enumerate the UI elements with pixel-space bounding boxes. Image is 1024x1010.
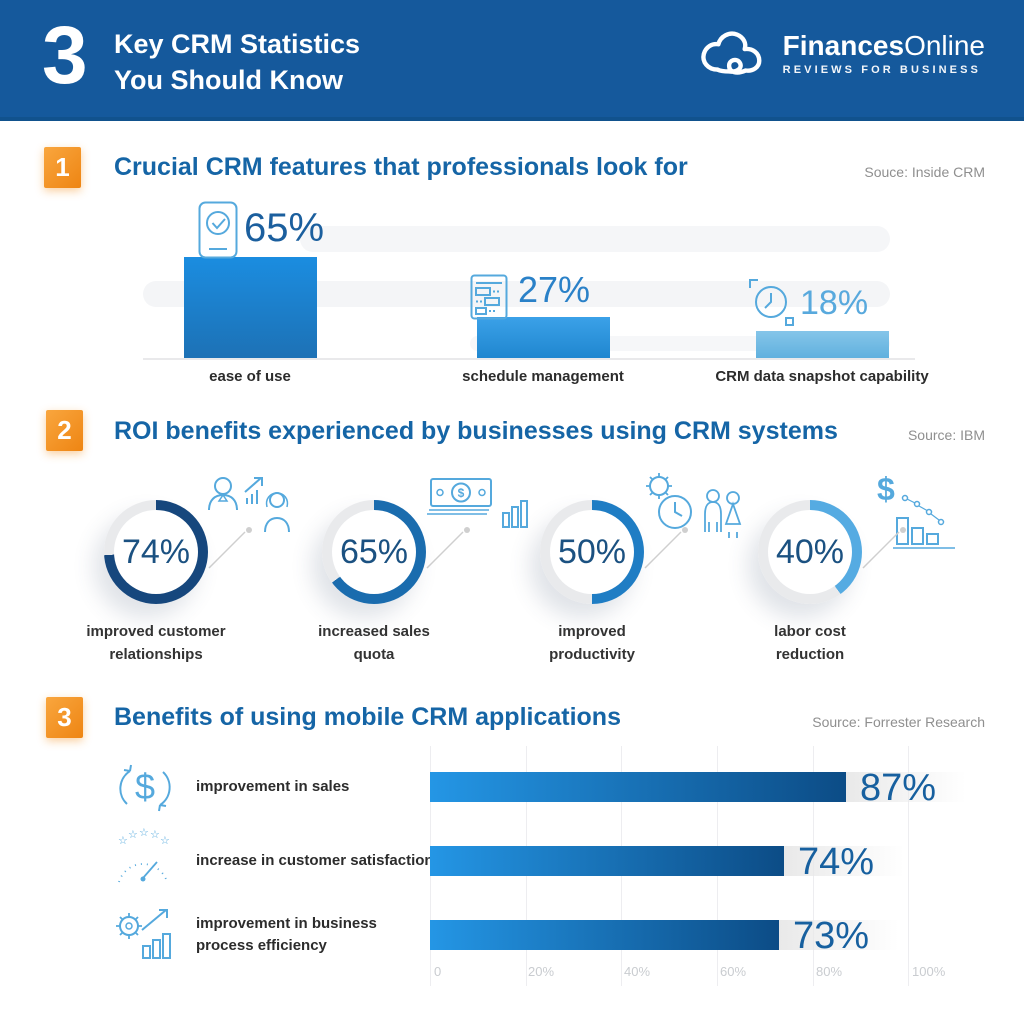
brand-logo: FinancesOnline REVIEWS FOR BUSINESS [697,28,985,78]
bar-improvement-in-business-process-efficiency [430,920,779,950]
donut-category-label: labor cost reduction [774,623,846,663]
donut-category-label: improved productivity [549,623,635,663]
background-band [300,226,890,252]
svg-text:☆: ☆ [128,829,138,841]
gear-growth-icon [112,902,176,962]
donut-value-label: 74% [114,510,198,594]
bar-category-label: ease of use [209,368,291,385]
bar-crm-data-snapshot [756,331,889,359]
connector-line [859,526,909,572]
dollar-cycle-icon: $ [116,756,174,820]
bar-trail [779,920,899,950]
connector-line [423,526,473,572]
svg-text:☆: ☆ [150,829,160,841]
brand-text: FinancesOnline REVIEWS FOR BUSINESS [782,29,985,76]
svg-text:$: $ [877,471,895,507]
donut-group-improved-customer-relationships: 74% improved customer relationships [47,470,290,682]
section2-source: Source: IBM [907,427,985,443]
section1-title: Crucial CRM features that professionals … [114,153,688,181]
dollar-decline-icon: $ [863,470,959,554]
brand-name: FinancesOnline [782,29,985,61]
axis-tick: 100% [912,964,946,979]
section3-number-badge: 3 [46,697,83,738]
axis-tick: 80% [816,964,843,979]
section1-source: Souce: Inside CRM [864,164,985,180]
axis-tick: 60% [720,964,747,979]
bar-schedule-management [477,317,610,359]
bar-trail [784,846,904,876]
schedule-document-icon [470,274,508,320]
donut-value-label: 50% [550,510,634,594]
people-growth-icon [207,474,295,536]
donut-chart: 65% [322,500,426,604]
section3-title: Benefits of using mobile CRM application… [114,703,621,731]
donut-value-label: 65% [332,510,416,594]
phone-check-icon [198,201,238,259]
cloud-logo-icon [697,28,769,78]
chart-baseline [143,358,915,360]
gauge-stars-icon: ☆ ☆ ☆ ☆ ☆ [112,828,174,890]
bar-category-label: schedule management [462,368,624,385]
connector-line [205,526,255,572]
bar-value-label: 73% [793,915,870,957]
svg-text:$: $ [135,766,155,807]
clock-snapshot-icon [746,276,796,328]
bar-improvement-in-sales [430,772,846,802]
donut-chart: 40% [758,500,862,604]
axis-tick: 40% [624,964,651,979]
bar-value-label: 18% [800,284,869,322]
donut-chart: 50% [540,500,644,604]
brand-name-bold: Finances [782,29,905,61]
row-label: improvement in sales [196,778,350,795]
axis-tick: 0 [434,964,442,979]
header-count: 3 [42,10,88,101]
donut-value-label: 40% [768,510,852,594]
bar-value-label: 74% [798,841,875,883]
connector-line [641,526,691,572]
bar-value-label: 27% [518,269,591,310]
bar-ease-of-use [184,257,317,359]
brand-tagline: REVIEWS FOR BUSINESS [782,63,981,76]
page-title-line2: You Should Know [114,65,343,95]
bar-increase-in-customer-satisfaction [430,846,784,876]
section2-title: ROI benefits experienced by businesses u… [114,417,838,445]
gridline [908,746,909,986]
svg-text:☆: ☆ [160,835,170,847]
page-title-line1: Key CRM Statistics [114,29,361,59]
svg-text:$: $ [458,486,465,500]
section3-source: Source: Forrester Research [812,714,985,730]
banknotes-chart-icon: $ [423,473,531,531]
donut-chart: 74% [104,500,208,604]
donut-group-labor-cost-reduction: $ 40% labor cost reduction [701,470,955,682]
header-banner: 3 Key CRM Statistics You Should Know Fin… [0,0,1024,121]
bar-trail [846,772,966,802]
bar-value-label: 65% [244,206,325,250]
section1-number-badge: 1 [44,147,81,188]
brand-name-light: Online [904,29,985,61]
row-label: increase in customer satisfaction [196,852,434,869]
row-label: improvement in business process efficienc… [196,915,377,954]
donut-category-label: improved customer relationships [86,623,226,663]
svg-text:☆: ☆ [139,828,149,839]
page-title: Key CRM Statistics You Should Know [114,26,360,98]
bar-value-label: 87% [860,767,937,809]
section2-number-badge: 2 [46,410,83,451]
axis-tick: 20% [528,964,555,979]
donut-category-label: increased sales quota [318,623,430,663]
gear-clock-people-icon [635,470,747,558]
bar-category-label: CRM data snapshot capability [715,368,929,385]
svg-text:☆: ☆ [118,835,128,847]
donut-group-improved-productivity: 50% improved productivity [483,470,742,682]
donut-group-increased-sales-quota: $ 65% increased sales quota [265,470,528,682]
